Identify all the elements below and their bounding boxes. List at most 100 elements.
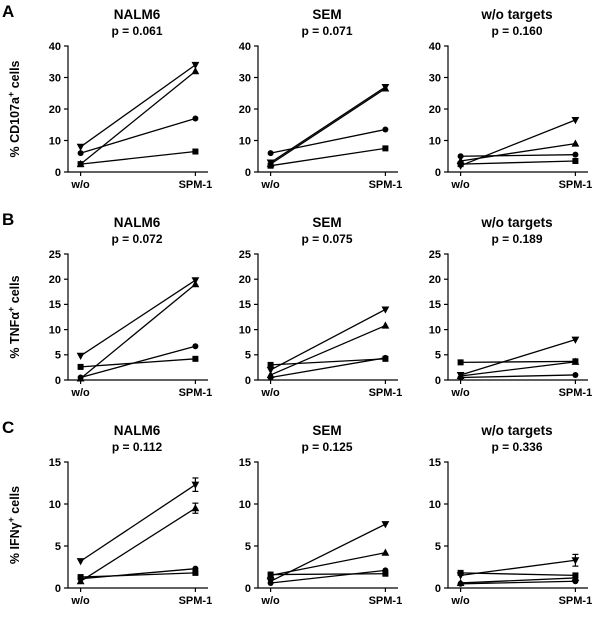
square-marker bbox=[457, 569, 464, 576]
x-category-label: SPM-1 bbox=[559, 595, 593, 607]
x-category-label: w/o bbox=[450, 595, 470, 607]
series-line bbox=[80, 484, 196, 562]
p-value-label: p = 0.160 bbox=[491, 24, 543, 38]
axes bbox=[444, 253, 588, 384]
row-c-panels: NALM6 p = 0.112 0 5 10 15 w/o SPM-1 SEM p = 0… bbox=[30, 422, 600, 614]
y-tick-label: 15 bbox=[429, 299, 441, 311]
panel-b-sem: SEM p = 0.075 0 5 10 15 20 25 w/o SPM-1 bbox=[220, 214, 410, 406]
y-tick-label: 5 bbox=[435, 350, 441, 362]
y-tick-label: 0 bbox=[55, 167, 61, 179]
circle-marker bbox=[457, 153, 464, 160]
square-marker bbox=[267, 361, 274, 368]
square-marker bbox=[457, 359, 464, 366]
series-square bbox=[457, 358, 579, 366]
x-category-label: w/o bbox=[70, 595, 90, 607]
y-tick-label: 40 bbox=[49, 41, 61, 53]
y-tick-label: 15 bbox=[49, 457, 61, 469]
series-line bbox=[270, 128, 386, 154]
y-tick-label: 30 bbox=[49, 72, 61, 84]
triangle-up-marker bbox=[191, 67, 200, 75]
circle-marker bbox=[192, 115, 199, 122]
tick-labels: 0 10 20 30 40 w/o SPM-1 bbox=[49, 41, 212, 191]
y-tick-label: 10 bbox=[429, 324, 441, 336]
figure-row-a: A % CD107a+ cells NALM6 p = 0.061 0 10 20 3… bbox=[0, 2, 600, 198]
y-tick-label: 0 bbox=[55, 583, 61, 595]
panel-title: w/o targets bbox=[481, 7, 553, 22]
series-line bbox=[460, 361, 576, 377]
square-marker bbox=[382, 145, 389, 152]
series-line bbox=[80, 358, 196, 368]
panel-title: NALM6 bbox=[113, 423, 161, 438]
series-triangle-down bbox=[266, 521, 390, 586]
x-category-label: w/o bbox=[450, 387, 470, 399]
series-line bbox=[270, 573, 386, 576]
series-line bbox=[270, 569, 386, 584]
y-tick-label: 10 bbox=[239, 324, 251, 336]
series-line bbox=[460, 160, 576, 165]
y-axis-label-text: cells bbox=[8, 485, 23, 518]
panel-title: SEM bbox=[312, 215, 342, 230]
triangle-down-marker bbox=[76, 352, 85, 361]
y-tick-label: 5 bbox=[55, 350, 61, 362]
plot-canvas: 0 10 20 30 40 w/o SPM-1 bbox=[239, 41, 402, 191]
p-value-label: p = 0.336 bbox=[491, 440, 543, 454]
x-category-label: SPM-1 bbox=[559, 179, 593, 191]
circle-marker bbox=[267, 579, 274, 586]
y-axis-label-text: cells bbox=[8, 275, 23, 307]
y-tick-label: 30 bbox=[239, 72, 251, 84]
plot-canvas: 0 5 10 15 w/o SPM-1 bbox=[239, 457, 402, 607]
square-marker bbox=[77, 574, 84, 581]
y-tick-label: 20 bbox=[49, 274, 61, 286]
y-axis-label-text: % CD107a bbox=[8, 97, 23, 158]
y-tick-label: 5 bbox=[55, 541, 61, 553]
series-line bbox=[270, 308, 386, 371]
panel-a-nalm6: NALM6 p = 0.061 0 10 20 30 40 w/o SPM-1 bbox=[30, 6, 220, 198]
y-tick-label: 5 bbox=[245, 541, 251, 553]
y-tick-label: 0 bbox=[245, 583, 251, 595]
y-tick-label: 0 bbox=[245, 375, 251, 387]
series-line bbox=[460, 154, 576, 157]
series-line bbox=[270, 87, 386, 165]
series-line bbox=[80, 150, 196, 165]
plot-canvas: 0 10 20 30 40 w/o SPM-1 bbox=[49, 41, 212, 191]
series-square bbox=[267, 570, 389, 578]
plot-canvas: 0 5 10 15 w/o SPM-1 bbox=[49, 457, 212, 607]
tick-labels: 0 10 20 30 40 w/o SPM-1 bbox=[239, 41, 402, 191]
figure-row-b: B % TNFα+ cells NALM6 p = 0.072 0 5 10 15 20… bbox=[0, 210, 600, 406]
axes bbox=[254, 253, 398, 384]
y-tick-label: 10 bbox=[429, 135, 441, 147]
triangle-down-marker bbox=[381, 521, 390, 529]
series-triangle-down bbox=[76, 277, 200, 361]
series-line bbox=[80, 117, 196, 154]
axes bbox=[254, 461, 398, 592]
series-line bbox=[270, 552, 386, 577]
circle-marker bbox=[77, 150, 84, 157]
y-tick-label: 10 bbox=[239, 135, 251, 147]
square-marker bbox=[77, 161, 84, 168]
square-marker bbox=[192, 355, 199, 362]
series-line bbox=[80, 572, 196, 578]
series-triangle-down bbox=[266, 306, 390, 375]
series-square bbox=[457, 569, 579, 579]
plot-canvas: 0 5 10 15 20 25 w/o SPM-1 bbox=[49, 249, 213, 399]
triangle-down-marker bbox=[571, 557, 580, 565]
x-category-label: SPM-1 bbox=[179, 387, 213, 399]
y-tick-label: 15 bbox=[239, 299, 251, 311]
triangle-down-marker bbox=[191, 481, 200, 489]
series-line bbox=[460, 572, 576, 577]
series-line bbox=[80, 283, 196, 379]
series-triangle-down bbox=[456, 336, 580, 380]
series-circle bbox=[457, 151, 579, 160]
panel-title: SEM bbox=[312, 423, 342, 438]
panel-a-wo-targets: w/o targets p = 0.160 0 10 20 30 40 w/o SPM-1 bbox=[410, 6, 600, 198]
y-tick-label: 20 bbox=[239, 104, 251, 116]
series-line bbox=[460, 374, 576, 379]
series-square bbox=[77, 148, 199, 168]
tick-labels: 0 10 20 30 40 w/o SPM-1 bbox=[429, 41, 592, 191]
x-category-label: w/o bbox=[450, 179, 470, 191]
series-line bbox=[80, 568, 196, 580]
square-marker bbox=[267, 162, 274, 169]
y-axis-label-sup: + bbox=[5, 517, 16, 523]
y-tick-label: 5 bbox=[435, 541, 441, 553]
y-tick-label: 10 bbox=[49, 324, 61, 336]
